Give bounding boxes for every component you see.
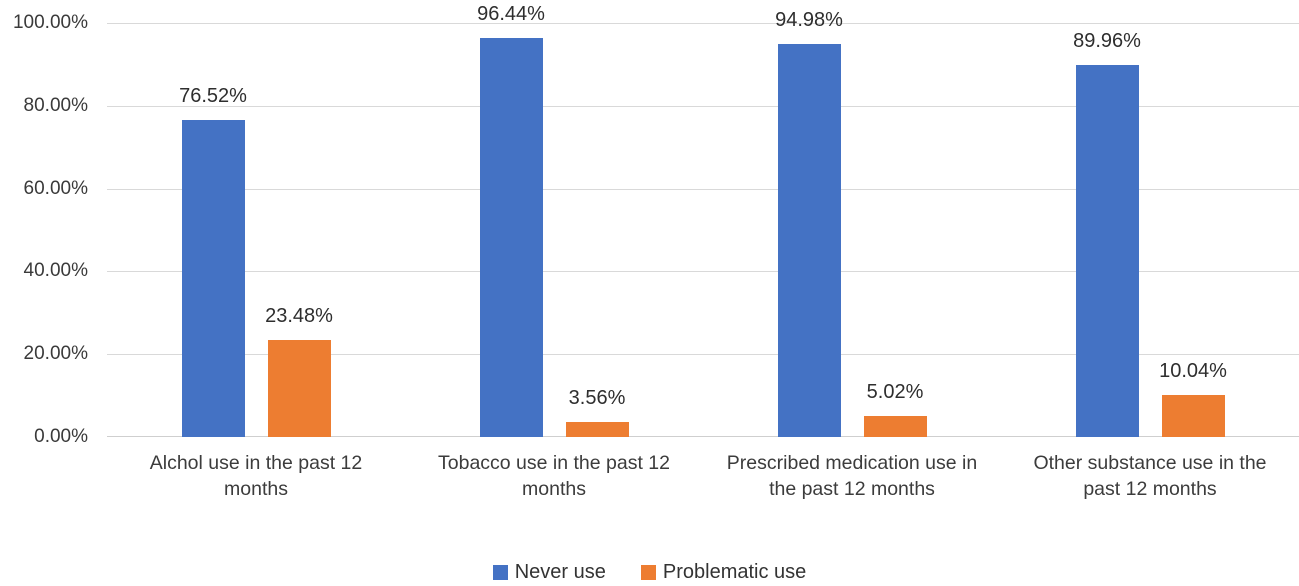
x-axis-line (107, 436, 1299, 437)
bar-value-label: 96.44% (477, 2, 545, 25)
bar-value-label: 76.52% (179, 85, 247, 108)
category-label: Tobacco use in the past 12 months (438, 452, 670, 500)
category-label: Prescribed medication use in the past 12… (726, 452, 978, 500)
y-tick-label: 60.00% (23, 177, 88, 199)
legend-swatch-icon (640, 564, 656, 580)
y-tick-label: 80.00% (23, 94, 88, 116)
bar-value-label: 89.96% (1073, 29, 1141, 52)
bar-problematic-use-3 (1161, 395, 1225, 437)
bar-problematic-use-2 (863, 416, 927, 437)
y-tick-label: 0.00% (34, 426, 88, 447)
gridline (107, 354, 1299, 356)
gridline (107, 105, 1299, 107)
bar-value-label: 3.56% (568, 387, 626, 410)
bar-problematic-use-1 (565, 422, 629, 437)
category-label: Alchol use in the past 12 months (149, 452, 363, 500)
bar-value-label: 10.04% (1159, 360, 1227, 383)
gridline (107, 188, 1299, 190)
legend-item-never-use: Never use (492, 561, 606, 583)
y-tick-label: 100.00% (12, 12, 88, 33)
category-label: Other substance use in the past 12 month… (1033, 452, 1267, 500)
bar-value-label: 94.98% (775, 8, 843, 31)
bar-never-use-1 (479, 37, 543, 437)
bar-never-use-2 (777, 43, 841, 437)
bar-value-label: 23.48% (265, 304, 333, 327)
y-tick-label: 20.00% (23, 343, 88, 365)
bar-never-use-3 (1075, 64, 1139, 437)
legend-swatch-icon (492, 564, 508, 580)
plot-area: 76.52% 96.44% 94.98% 89.96% 23.48% 3.56% 5.02%… (107, 3, 1299, 437)
bar-value-label: 5.02% (866, 381, 924, 404)
gridline (107, 271, 1299, 273)
legend: Never use Problematic use (0, 562, 1299, 582)
legend-label: Never use (514, 561, 606, 583)
bar-never-use-0 (181, 120, 245, 437)
legend-item-problematic-use: Problematic use (640, 561, 807, 583)
gridline (107, 23, 1299, 24)
y-tick-label: 40.00% (23, 260, 88, 282)
legend-label: Problematic use (662, 561, 807, 583)
bar-problematic-use-0 (267, 339, 331, 437)
